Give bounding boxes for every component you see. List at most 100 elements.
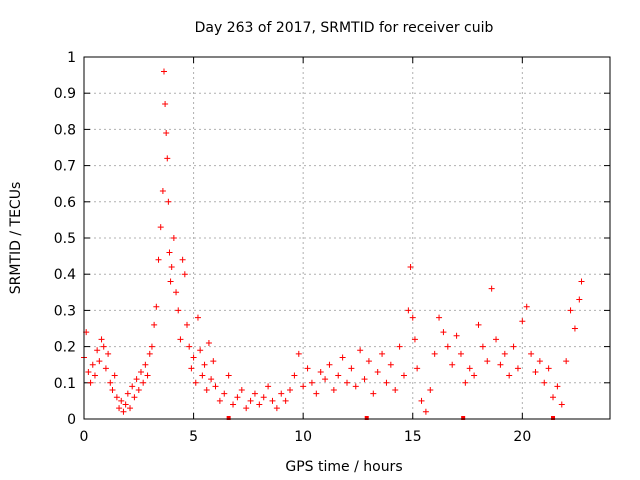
data-point xyxy=(273,405,280,412)
data-point xyxy=(85,368,92,375)
data-point xyxy=(168,263,175,270)
data-point xyxy=(550,394,557,401)
data-point xyxy=(471,372,478,379)
y-tick-label: 0.5 xyxy=(54,231,76,247)
data-point xyxy=(528,350,535,357)
data-point xyxy=(256,401,263,408)
x-ticks: 0 5 10 15 20 xyxy=(80,57,531,445)
data-point xyxy=(173,289,180,296)
chart-title: Day 263 of 2017, SRMTID for receiver cui… xyxy=(195,20,494,36)
data-point xyxy=(427,387,434,394)
data-point xyxy=(234,394,241,401)
data-point xyxy=(422,408,429,415)
data-point xyxy=(405,307,412,314)
zero-marker xyxy=(461,416,466,420)
plot-frame xyxy=(83,56,611,420)
y-tick-label: 0.1 xyxy=(54,376,76,392)
data-point xyxy=(181,271,188,278)
data-point xyxy=(265,383,272,390)
data-point xyxy=(105,350,112,357)
data-point xyxy=(162,101,169,108)
data-point xyxy=(506,372,513,379)
data-point xyxy=(221,390,228,397)
data-point xyxy=(374,368,381,375)
x-axis-label: GPS time / hours xyxy=(285,459,402,475)
y-tick-label: 0 xyxy=(67,412,76,428)
y-ticks: 0 0.1 0.2 0.3 0.4 0.5 0.6 0.7 0.8 0.9 1 xyxy=(54,50,610,428)
x-tick-label: 0 xyxy=(80,429,89,445)
data-point xyxy=(344,379,350,386)
data-point xyxy=(497,361,504,368)
data-point xyxy=(532,368,539,375)
data-point xyxy=(157,224,164,231)
data-point xyxy=(122,401,129,408)
x-tick-label: 20 xyxy=(513,429,531,445)
data-point xyxy=(536,358,543,365)
data-point xyxy=(146,350,153,357)
data-point xyxy=(567,307,574,314)
data-point xyxy=(475,321,482,328)
data-point xyxy=(287,387,294,394)
data-point xyxy=(91,372,98,379)
y-tick-label: 0.7 xyxy=(54,159,76,175)
data-points xyxy=(81,68,585,415)
data-point xyxy=(545,365,552,372)
data-point xyxy=(216,397,223,404)
zero-marker xyxy=(226,416,231,420)
data-point xyxy=(179,256,186,263)
data-point xyxy=(453,332,460,339)
data-point xyxy=(144,372,151,379)
data-point xyxy=(308,379,315,386)
data-point xyxy=(102,365,109,372)
data-point xyxy=(194,314,201,321)
data-point xyxy=(357,347,364,354)
data-point xyxy=(100,343,107,350)
data-point xyxy=(212,383,219,390)
data-point xyxy=(113,394,120,401)
data-point xyxy=(313,390,320,397)
data-point xyxy=(440,329,447,336)
data-point xyxy=(160,68,167,75)
data-point xyxy=(131,394,138,401)
data-point xyxy=(554,383,561,390)
data-point xyxy=(148,343,155,350)
data-point xyxy=(462,379,469,386)
data-point xyxy=(563,358,570,365)
data-point xyxy=(291,372,298,379)
data-point xyxy=(387,361,394,368)
data-point xyxy=(571,325,578,332)
y-tick-label: 0.4 xyxy=(54,267,76,283)
data-point xyxy=(142,361,149,368)
data-point xyxy=(243,405,250,412)
data-point xyxy=(135,387,142,394)
data-point xyxy=(89,361,96,368)
data-point xyxy=(348,365,355,372)
data-point xyxy=(361,376,368,383)
data-point xyxy=(197,347,204,354)
data-point xyxy=(87,379,94,386)
x-tick-label: 5 xyxy=(189,429,198,445)
data-point xyxy=(124,390,131,397)
data-point xyxy=(479,343,486,350)
data-point xyxy=(127,405,134,412)
data-point xyxy=(510,343,517,350)
data-point xyxy=(466,365,473,372)
data-point xyxy=(133,376,140,383)
data-point xyxy=(120,408,127,415)
data-point xyxy=(205,339,212,346)
data-point xyxy=(317,368,324,375)
data-point xyxy=(322,376,329,383)
data-point xyxy=(96,358,103,365)
data-point xyxy=(116,405,123,412)
y-tick-label: 0.9 xyxy=(54,86,76,102)
data-point xyxy=(94,347,101,354)
data-point xyxy=(137,368,144,375)
y-tick-label: 0.2 xyxy=(54,340,76,356)
data-point xyxy=(159,187,166,194)
data-point xyxy=(365,358,372,365)
data-point xyxy=(177,336,184,343)
data-point xyxy=(411,336,418,343)
data-point xyxy=(140,379,147,386)
data-point xyxy=(431,350,438,357)
data-point xyxy=(558,401,565,408)
